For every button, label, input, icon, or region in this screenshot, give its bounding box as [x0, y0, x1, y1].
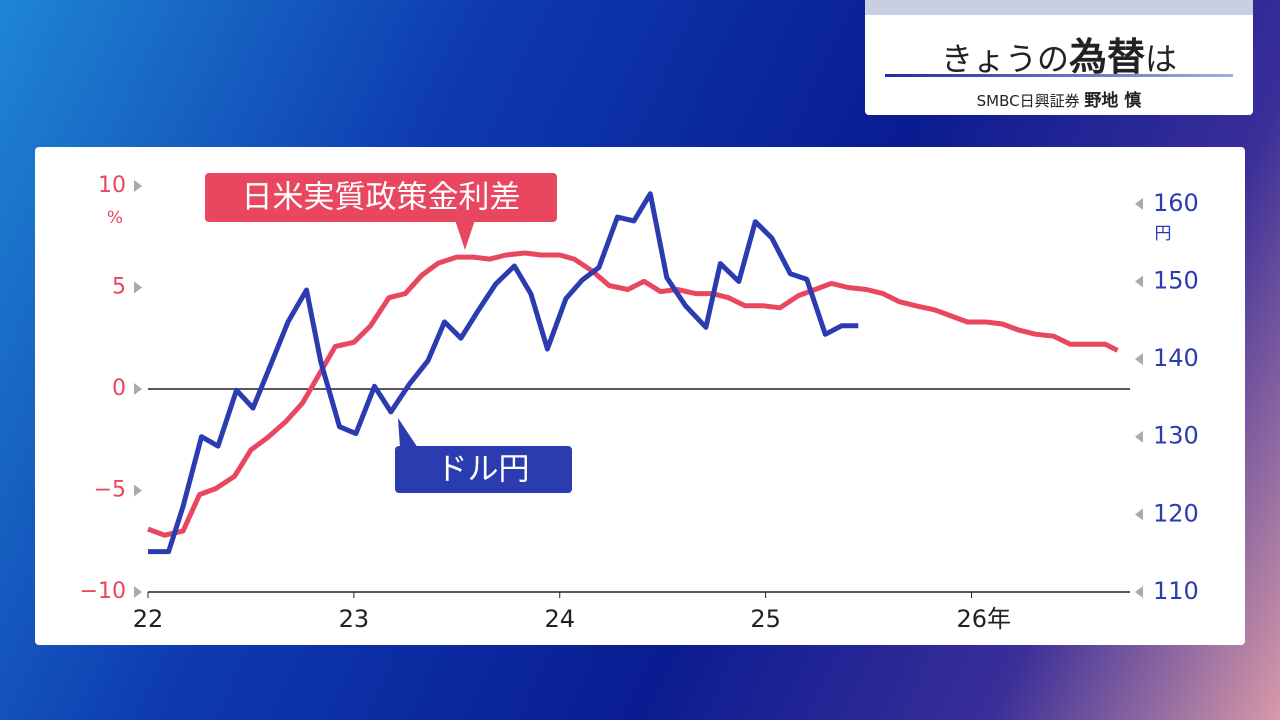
- speaker: 野地 慎: [1084, 91, 1142, 111]
- y-tick-label: −10: [80, 579, 126, 604]
- y-tick-label: 10: [98, 173, 126, 198]
- y2-tick-label: 110: [1153, 577, 1199, 605]
- x-tick-label: 25: [750, 605, 781, 633]
- subtitle: SMBC日興証券 野地 慎: [865, 86, 1253, 111]
- y-tick-label: 0: [112, 376, 126, 401]
- label-pointer: [398, 418, 418, 448]
- label-pointer: [455, 220, 475, 250]
- y-tick: [134, 484, 142, 497]
- source: SMBC日興証券: [976, 92, 1080, 110]
- title-part: きょうの: [940, 40, 1069, 78]
- label-box: [205, 173, 557, 222]
- y2-unit: 円: [1155, 224, 1172, 244]
- y-tick: [134, 180, 142, 192]
- y2-tick-label: 130: [1153, 422, 1199, 450]
- series-label: 日米実質政策金利差: [242, 180, 521, 216]
- series-line: [148, 191, 859, 555]
- y2-tick: [1135, 353, 1143, 366]
- y2-tick: [1135, 197, 1143, 210]
- y-tick-label: −5: [94, 478, 126, 503]
- y-tick: [134, 383, 142, 395]
- x-tick-label: 26年: [956, 605, 1011, 633]
- y-tick-label: 5: [112, 275, 126, 300]
- title-strip: [865, 0, 1253, 15]
- y2-tick: [1135, 275, 1143, 288]
- title-part: 為替: [1068, 35, 1145, 79]
- chart-panel: [35, 147, 1245, 645]
- y2-tick: [1135, 430, 1143, 443]
- series-line: [147, 250, 1119, 538]
- x-tick-label: 22: [133, 605, 164, 633]
- y2-tick: [1135, 586, 1143, 598]
- y2-tick-label: 120: [1153, 499, 1199, 527]
- y2-tick: [1135, 508, 1143, 521]
- title: きょうの為替は: [865, 26, 1253, 81]
- y-tick: [134, 586, 142, 598]
- title-box: きょうの為替は SMBC日興証券 野地 慎: [865, 0, 1253, 115]
- y-tick: [134, 281, 142, 294]
- y2-tick-label: 160: [1153, 189, 1199, 217]
- x-tick-label: 24: [544, 605, 575, 633]
- label-box: [395, 446, 572, 493]
- y2-tick-label: 150: [1153, 266, 1199, 294]
- title-rule: [885, 74, 1233, 77]
- y2-tick-label: 140: [1153, 344, 1199, 372]
- title-part: は: [1145, 40, 1178, 78]
- y-unit: %: [107, 208, 123, 228]
- x-tick-label: 23: [339, 605, 370, 633]
- series-label: ドル円: [437, 452, 530, 488]
